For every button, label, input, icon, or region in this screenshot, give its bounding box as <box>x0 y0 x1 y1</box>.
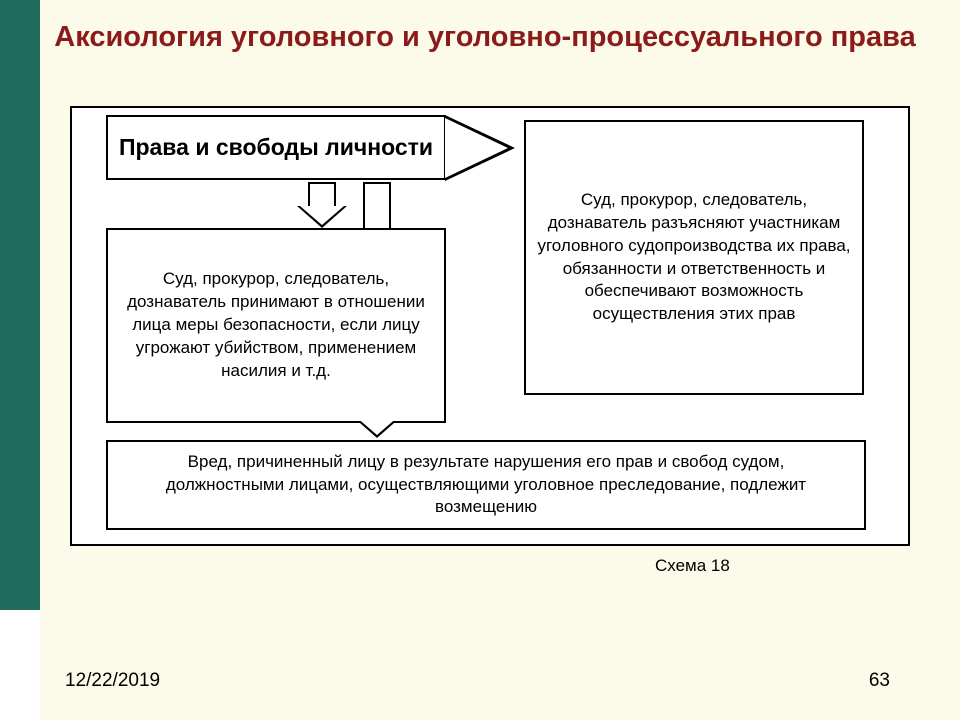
header-box: Права и свободы личности <box>106 115 446 180</box>
slide-title: Аксиология уголовного и уголовно-процесс… <box>40 20 930 55</box>
header-arrow-fill <box>445 118 508 178</box>
date-stamp: 12/22/2019 <box>65 670 160 692</box>
diagram-frame: Права и свободы личности Суд, прокурор, … <box>70 106 910 546</box>
page-number: 63 <box>869 670 890 692</box>
sidebar-accent <box>0 0 40 610</box>
box-right: Суд, прокурор, следователь, дознаватель … <box>524 120 864 395</box>
box-bottom: Вред, причиненный лицу в результате нару… <box>106 440 866 530</box>
diagram-caption: Схема 18 <box>655 556 730 576</box>
box-left: Суд, прокурор, следователь, дознаватель … <box>106 228 446 423</box>
